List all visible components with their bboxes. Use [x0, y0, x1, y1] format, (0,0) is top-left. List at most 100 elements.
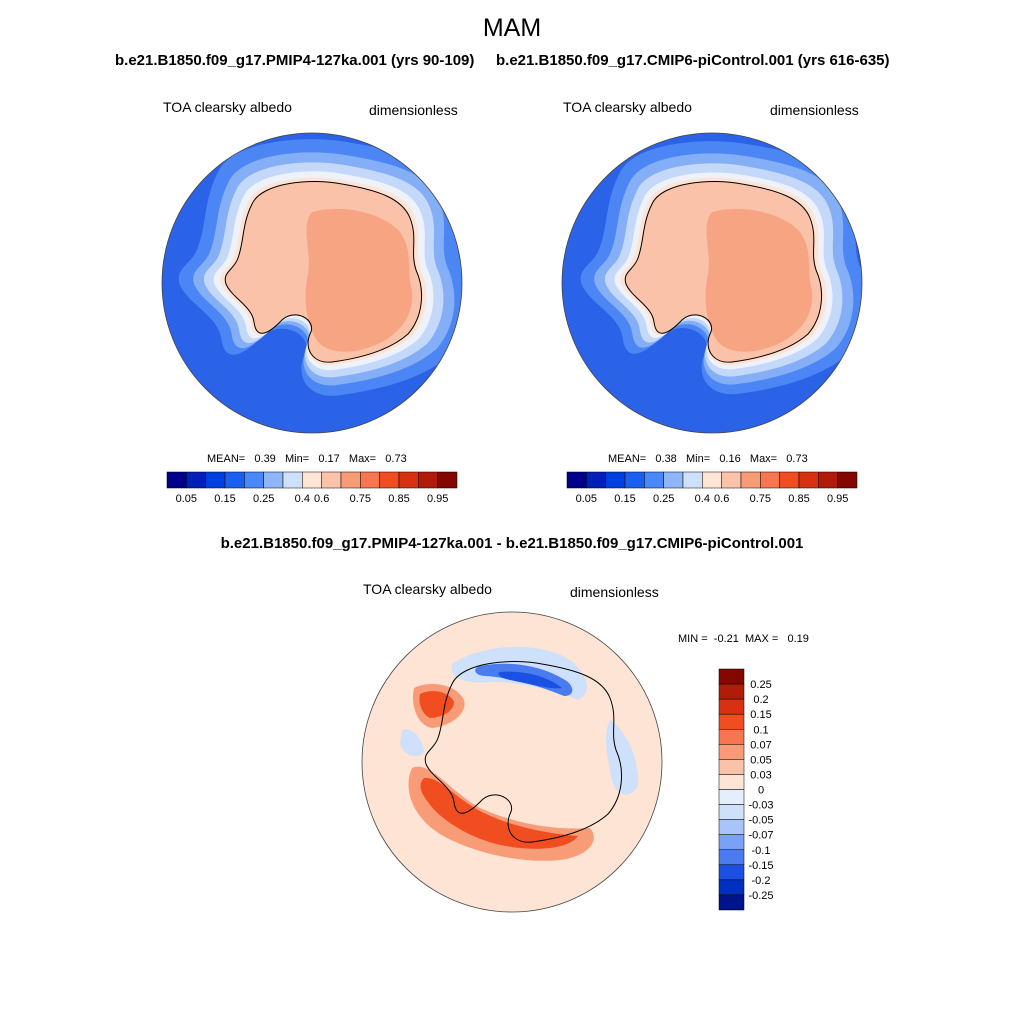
diff-colorbar-swatch — [718, 683, 745, 700]
right-plateau — [705, 208, 813, 352]
diff-colorbar-swatch — [718, 789, 745, 805]
left-variable-label: TOA clearsky albedo — [163, 99, 292, 115]
right-colorbar-swatch — [682, 471, 703, 489]
left-min-label: Min= — [284, 453, 310, 465]
difference-title: b.e21.B1850.f09_g17.PMIP4-127ka.001 - b.… — [220, 535, 804, 552]
left-colorbar-tick-label: 0.85 — [388, 493, 409, 505]
left-colorbar-swatch — [321, 471, 342, 489]
diff-colorbar-swatch — [718, 774, 745, 790]
diff-colorbar-tick-label: -0.07 — [748, 830, 773, 842]
right-colorbar-tick-label: 0.95 — [827, 493, 848, 505]
difference-map — [362, 612, 662, 912]
right-colorbar-swatch — [760, 471, 780, 489]
diff-max-label: MAX = — [744, 633, 779, 645]
right-colorbar-tick-label: 0.6 — [714, 493, 729, 505]
right-colorbar-tick-label: 0.75 — [750, 493, 771, 505]
diff-colorbar-tick-label: -0.05 — [748, 815, 773, 827]
diff-colorbar-swatch — [718, 668, 745, 685]
left-colorbar-tick-label: 0.75 — [350, 493, 371, 505]
right-units-label: dimensionless — [770, 102, 859, 118]
diff-negative-region-5 — [400, 729, 424, 757]
diff-colorbar-swatch — [718, 849, 745, 866]
left-max-label: Max= — [348, 453, 377, 465]
left-colorbar-swatch — [166, 471, 187, 489]
left-colorbar-swatch — [224, 471, 245, 489]
right-colorbar-tick-label: 0.25 — [653, 493, 674, 505]
diff-colorbar-tick-label: -0.03 — [748, 800, 773, 812]
right-colorbar-swatch — [721, 471, 742, 489]
right-min-value: 0.16 — [719, 453, 741, 465]
left-colorbar-swatch — [437, 471, 458, 489]
left-colorbar-swatch — [186, 471, 206, 489]
right-colorbar-swatch — [740, 471, 761, 489]
left-colorbar-swatch — [302, 471, 322, 489]
diff-colorbar-swatch — [718, 744, 745, 760]
right-colorbar-swatch — [798, 471, 819, 489]
left-colorbar-swatch — [205, 471, 226, 489]
right-mean-label: MEAN= — [608, 453, 647, 465]
left-colorbar-tick-label: 0.4 — [295, 493, 310, 505]
right-colorbar-swatch — [566, 471, 587, 489]
left-colorbar-tick-label: 0.6 — [314, 493, 329, 505]
season-title: MAM — [482, 14, 542, 42]
right-colorbar-swatch — [586, 471, 606, 489]
diff-colorbar-tick-label: 0.1 — [753, 724, 768, 736]
right-colorbar-tick-label: 0.4 — [695, 493, 710, 505]
right-colorbar-tick-label: 0.05 — [576, 493, 597, 505]
diff-colorbar-tick-label: 0.25 — [750, 679, 771, 691]
diff-colorbar-swatch — [718, 729, 745, 745]
left-units-label: dimensionless — [369, 102, 458, 118]
diff-colorbar-tick-label: 0.07 — [750, 739, 771, 751]
right-colorbar-swatch — [644, 471, 664, 489]
left-colorbar-swatch — [418, 471, 438, 489]
diff-colorbar-tick-label: -0.25 — [748, 890, 773, 902]
diff-colorbar-tick-label: 0 — [758, 785, 764, 797]
right-max-label: Max= — [749, 453, 778, 465]
left-colorbar-swatch — [263, 471, 284, 489]
right-min-label: Min= — [685, 453, 711, 465]
diff-colorbar-tick-label: 0.03 — [750, 769, 771, 781]
left-colorbar: 0.05 0.15 0.25 0.4 0.6 0.75 0.85 0.95 — [166, 471, 458, 505]
diff-colorbar-swatch — [718, 698, 745, 715]
right-colorbar-swatch — [605, 471, 626, 489]
diff-map-border — [361, 611, 663, 913]
left-map-border — [161, 132, 463, 434]
diff-positive-region-2 — [420, 777, 578, 849]
right-variable-label: TOA clearsky albedo — [563, 99, 692, 115]
left-case-title: b.e21.B1850.f09_g17.PMIP4-127ka.001 (yrs… — [115, 52, 475, 69]
left-colorbar-swatch — [379, 471, 400, 489]
left-min-value: 0.17 — [318, 453, 340, 465]
diff-colorbar-swatch — [718, 834, 745, 850]
right-max-value: 0.73 — [786, 453, 808, 465]
left-colorbar-swatch — [360, 471, 380, 489]
diff-variable-label: TOA clearsky albedo — [363, 581, 492, 597]
diff-colorbar-tick-label: 0.2 — [753, 694, 768, 706]
right-colorbar-swatch — [837, 471, 858, 489]
left-colorbar-swatch — [282, 471, 303, 489]
left-plateau — [305, 208, 413, 352]
left-colorbar-tick-label: 0.25 — [253, 493, 274, 505]
left-map — [162, 133, 462, 433]
right-case-title: b.e21.B1850.f09_g17.CMIP6-piControl.001 … — [496, 52, 890, 69]
diff-colorbar-swatch — [718, 759, 745, 775]
diff-colorbar-tick-label: 0.15 — [750, 709, 771, 721]
diff-colorbar-tick-label: -0.1 — [752, 845, 771, 857]
right-stats: MEAN= 0.38 Min= 0.16 Max= 0.73 — [608, 453, 808, 465]
diff-min-label: MIN = — [678, 633, 708, 645]
left-colorbar-tick-label: 0.05 — [176, 493, 197, 505]
diff-stats: MIN = -0.21 MAX = 0.19 — [678, 633, 809, 645]
right-mean-value: 0.38 — [655, 453, 677, 465]
diff-colorbar-swatch — [718, 879, 745, 896]
right-map-border — [561, 132, 863, 434]
left-colorbar-swatch — [244, 471, 264, 489]
left-colorbar-tick-label: 0.15 — [214, 493, 235, 505]
left-colorbar-swatch — [340, 471, 361, 489]
right-colorbar-tick-label: 0.85 — [788, 493, 809, 505]
diff-colorbar: 0.25 0.2 0.15 0.1 0.07 0.05 0.03 0 -0.03 -0.05 -0.… — [718, 668, 774, 911]
diff-colorbar-tick-label: 0.05 — [750, 754, 771, 766]
diff-colorbar-swatch — [718, 819, 745, 835]
left-mean-value: 0.39 — [254, 453, 276, 465]
diff-colorbar-swatch — [718, 804, 745, 820]
left-mean-label: MEAN= — [207, 453, 246, 465]
